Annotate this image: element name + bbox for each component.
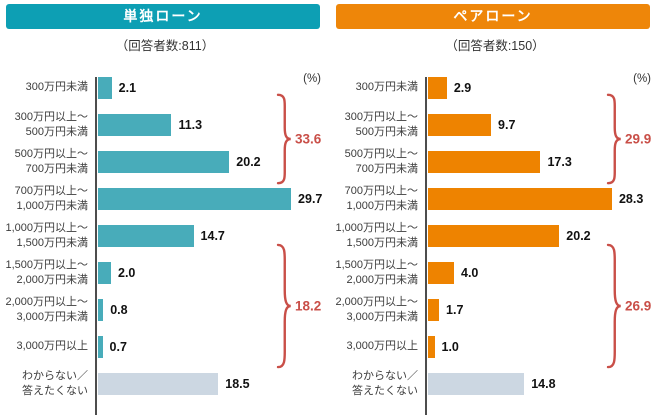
group-total-label: 26.9: [625, 298, 652, 314]
bar-value-label: 18.5: [225, 376, 250, 391]
bar-row: 300万円以上～ 500万円未満 11.3: [0, 106, 330, 143]
bar-row-unknown: わからない／ 答えたくない 14.8: [330, 365, 660, 402]
bar: [428, 187, 612, 210]
bar: [428, 261, 454, 284]
bar: [98, 187, 292, 210]
bar-value-label: 28.3: [618, 191, 644, 206]
bar-value-label: 29.7: [298, 191, 323, 206]
bar-row: 300万円以上～ 500万円未満 9.7: [330, 106, 660, 143]
bar: [428, 150, 541, 173]
bar: [98, 335, 103, 358]
bar: [428, 76, 447, 99]
bar-value-label: 1.7: [446, 302, 464, 317]
bar: [98, 372, 219, 395]
category-label: 500万円以上～ 700万円未満: [344, 148, 418, 175]
bar-rows: 300万円未満 2.9 300万円以上～ 500万円未満 9.7 500万円以上…: [330, 69, 660, 402]
bar: [428, 224, 560, 247]
bar-value-label: 2.9: [453, 80, 472, 95]
bar: [98, 224, 194, 247]
y-axis-line: [95, 77, 97, 415]
respondent-count-pair: （回答者数:150）: [445, 39, 545, 53]
bar: [428, 372, 525, 395]
category-label: 3,000万円以上: [16, 340, 88, 353]
category-label: 1,000万円以上～ 1,500万円未満: [335, 222, 418, 249]
bar-row: 500万円以上～ 700万円未満 20.2: [0, 143, 330, 180]
bar-row: 2,000万円以上～ 3,000万円未満 0.8: [0, 291, 330, 328]
bar-value-label: 20.2: [236, 154, 261, 169]
bar-row: 1,500万円以上～ 2,000万円未満 4.0: [330, 254, 660, 291]
bar-value-label: 0.8: [110, 302, 128, 317]
bar-value-label: 20.2: [566, 228, 591, 243]
category-label: 300万円以上～ 500万円未満: [14, 111, 88, 138]
bar: [428, 335, 435, 358]
bar-value-label: 1.0: [441, 339, 459, 354]
bar-value-label: 14.7: [200, 228, 225, 243]
group-brace-icon: [275, 92, 293, 186]
group-total-label: 33.6: [295, 131, 322, 147]
bar-row-unknown: わからない／ 答えたくない 18.5: [0, 365, 330, 402]
bar-row: 3,000万円以上 0.7: [0, 328, 330, 365]
bar-value-label: 2.1: [118, 80, 137, 95]
category-label: わからない／ 答えたくない: [22, 370, 88, 397]
panel-tandoku-loan: 単独ローン （回答者数:811） (%) 300万円未満 2.1 300万円以上…: [0, 4, 330, 415]
category-label: 2,000万円以上～ 3,000万円未満: [335, 296, 418, 323]
group-brace-icon: [605, 241, 623, 371]
bar-value-label: 2.0: [118, 265, 136, 280]
bar-row: 300万円未満 2.9: [330, 69, 660, 106]
bar: [98, 261, 111, 284]
bar-value-label: 17.3: [547, 154, 572, 169]
bar-row: 500万円以上～ 700万円未満 17.3: [330, 143, 660, 180]
bar-row: 300万円未満 2.1: [0, 69, 330, 106]
group-total-label: 29.9: [625, 131, 652, 147]
panel-title-pair-loan: ペアローン: [336, 4, 650, 29]
bar-rows: 300万円未満 2.1 300万円以上～ 500万円未満 11.3 500万円以…: [0, 69, 330, 402]
respondent-count-tandoku: （回答者数:811）: [115, 39, 215, 53]
panel-title-tandoku-loan: 単独ローン: [6, 4, 320, 29]
bar-row: 700万円以上～ 1,000万円未満 29.7: [0, 180, 330, 217]
bar-row: 3,000万円以上 1.0: [330, 328, 660, 365]
category-label: 700万円以上～ 1,000万円未満: [344, 185, 418, 212]
bar-chart-tandoku: (%) 300万円未満 2.1 300万円以上～ 500万円未満 11.3 50…: [0, 69, 330, 415]
category-label: 3,000万円以上: [346, 340, 418, 353]
bar-row: 1,000万円以上～ 1,500万円未満 14.7: [0, 217, 330, 254]
category-label: 300万円未満: [355, 81, 418, 94]
category-label: わからない／ 答えたくない: [352, 370, 418, 397]
bar-row: 700万円以上～ 1,000万円未満 28.3: [330, 180, 660, 217]
bar-value-label: 11.3: [178, 117, 203, 132]
bar-row: 1,500万円以上～ 2,000万円未満 2.0: [0, 254, 330, 291]
bar-value-label: 4.0: [461, 265, 479, 280]
bar: [98, 150, 230, 173]
percent-unit-label: (%): [633, 73, 651, 85]
category-label: 2,000万円以上～ 3,000万円未満: [5, 296, 88, 323]
panel-pair-loan: ペアローン （回答者数:150） (%) 300万円未満 2.9 300万円以上…: [330, 0, 660, 415]
bar-value-label: 9.7: [498, 117, 516, 132]
category-label: 1,000万円以上～ 1,500万円未満: [5, 222, 88, 249]
bar: [428, 298, 440, 321]
bar: [428, 113, 492, 136]
group-brace-icon: [275, 241, 293, 371]
category-label: 300万円以上～ 500万円未満: [344, 111, 418, 138]
bar-row: 1,000万円以上～ 1,500万円未満 20.2: [330, 217, 660, 254]
category-label: 1,500万円以上～ 2,000万円未満: [335, 259, 418, 286]
bar-value-label: 14.8: [531, 376, 556, 391]
bar: [98, 113, 172, 136]
category-label: 700万円以上～ 1,000万円未満: [14, 185, 88, 212]
group-brace-icon: [605, 92, 623, 186]
bar-value-label: 0.7: [109, 339, 127, 354]
percent-unit-label: (%): [303, 73, 321, 85]
bar-row: 2,000万円以上～ 3,000万円未満 1.7: [330, 291, 660, 328]
bar: [98, 298, 104, 321]
category-label: 1,500万円以上～ 2,000万円未満: [5, 259, 88, 286]
bar-chart-pair: (%) 300万円未満 2.9 300万円以上～ 500万円未満 9.7 500…: [330, 69, 660, 415]
bar: [98, 76, 112, 99]
category-label: 500万円以上～ 700万円未満: [14, 148, 88, 175]
group-total-label: 18.2: [295, 298, 322, 314]
y-axis-line: [425, 77, 427, 415]
category-label: 300万円未満: [25, 81, 88, 94]
